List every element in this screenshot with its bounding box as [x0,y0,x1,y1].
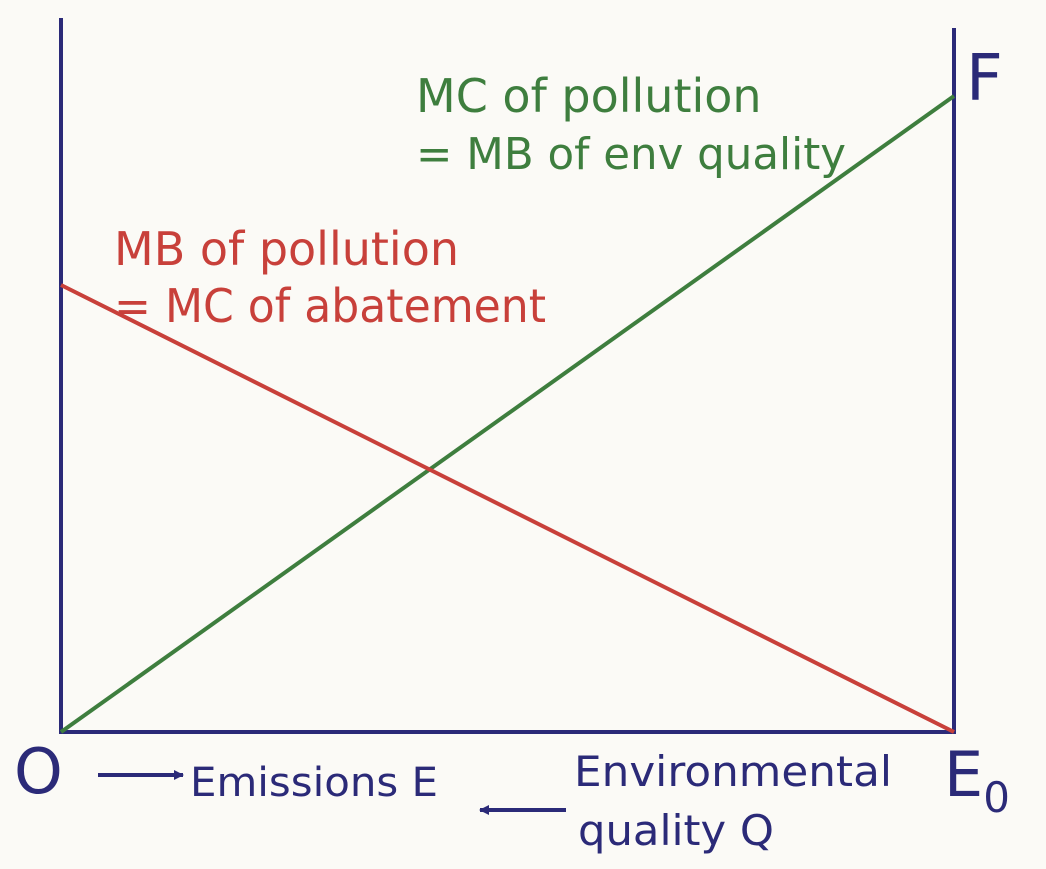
origin-label: O [14,735,63,808]
right-axis-top-label: F [966,42,1003,116]
right-axis-bottom-main: E [944,738,983,811]
right-axis-bottom-label: E0 [944,738,1010,822]
emissions-label: Emissions E [190,760,438,806]
mb-pollution-label-line1: MB of pollution [114,222,459,276]
env-quality-label-line2: quality Q [578,806,774,855]
env-quality-label-line1: Environmental [574,747,892,796]
mc-pollution-label-line1: MC of pollution [416,69,762,123]
mc-pollution-curve [59,94,956,734]
mc-pollution-label-line2: = MB of env quality [416,129,846,180]
mb-pollution-curve [60,283,955,734]
mb-pollution-label-line2: = MC of abatement [114,279,546,333]
right-axis-bottom-subscript: 0 [983,773,1010,822]
